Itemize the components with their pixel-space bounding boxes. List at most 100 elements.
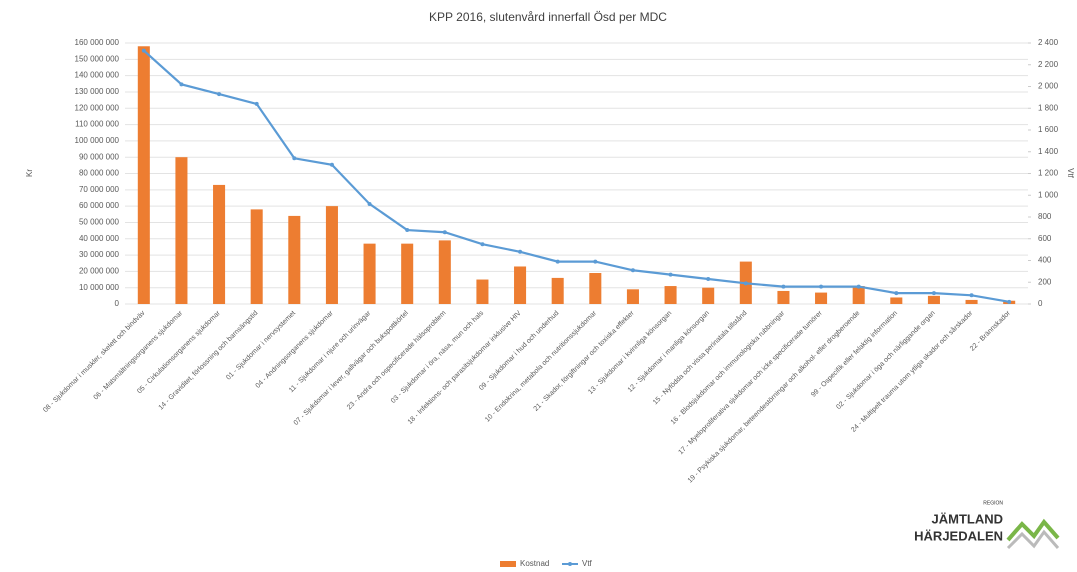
y-tick-label: 10 000 000	[79, 283, 120, 292]
legend-swatch	[568, 562, 572, 566]
y-axis-label: Kr	[25, 169, 34, 177]
logo-region: REGION	[983, 500, 1003, 506]
line-point	[480, 242, 485, 247]
y2-tick-label: 1 800	[1038, 103, 1059, 112]
bar	[589, 273, 602, 304]
line	[143, 49, 1010, 303]
bar	[927, 295, 940, 304]
x-tick-label: 19 - Psykiska sjukdomar, beteendestörnin…	[687, 310, 862, 485]
bar	[702, 287, 715, 304]
legend-label: Vtf	[582, 559, 593, 568]
y2-tick-label: 400	[1038, 256, 1052, 265]
line-point	[931, 291, 936, 296]
logo-mark	[1006, 518, 1060, 542]
x-tick-label: 99 - Ospecifik eller felaktig informatio…	[810, 310, 899, 399]
y2-tick-label: 2 200	[1038, 60, 1059, 69]
y2-tick-label: 200	[1038, 277, 1052, 286]
line-point	[141, 48, 146, 53]
bar	[852, 286, 865, 304]
line-point	[894, 291, 899, 296]
line-point	[292, 156, 297, 161]
line-point	[856, 284, 861, 289]
line-point	[1007, 299, 1012, 304]
y2-tick-label: 1 000	[1038, 190, 1059, 199]
line-point	[217, 92, 222, 97]
chart-title: KPP 2016, slutenvård innerfall Ösd per M…	[429, 10, 667, 24]
line-point	[743, 281, 748, 286]
line-point	[781, 284, 786, 289]
bar	[777, 290, 790, 304]
y-tick-label: 160 000 000	[75, 38, 120, 47]
y-tick-label: 150 000 000	[75, 54, 120, 63]
bar	[626, 289, 639, 304]
y-tick-label: 50 000 000	[79, 218, 120, 227]
y2-tick-label: 2 000	[1038, 82, 1059, 91]
x-tick-label: 09 - Sjukdomar i hud och underhud	[478, 310, 560, 392]
y2-tick-label: 800	[1038, 212, 1052, 221]
bar	[815, 292, 828, 304]
y-tick-label: 20 000 000	[79, 266, 120, 275]
line-point	[706, 276, 711, 281]
bar	[175, 157, 188, 304]
y-tick-label: 30 000 000	[79, 250, 120, 259]
legend-swatch	[500, 561, 516, 567]
bar	[213, 184, 226, 304]
x-tick-label: 12 - Sjukdomar i manliga könsorgan	[627, 310, 711, 394]
x-tick-label: 04 - Andningsorganens sjukdomar	[255, 309, 336, 390]
line-point	[329, 162, 334, 167]
y2-tick-label: 0	[1038, 299, 1043, 308]
y-tick-label: 0	[115, 299, 120, 308]
line-point	[518, 249, 523, 254]
logo-line1: JÄMTLAND	[932, 511, 1004, 526]
x-tick-label: 11 - Sjukdomar i njure och urinvägar	[288, 309, 373, 394]
y2-tick-label: 2 400	[1038, 38, 1059, 47]
bar	[137, 46, 150, 304]
y-tick-label: 60 000 000	[79, 201, 120, 210]
line-point	[405, 228, 410, 233]
legend-label: Kostnad	[520, 559, 549, 568]
bar	[664, 286, 677, 304]
bar	[401, 243, 414, 304]
x-tick-label: 17 - Myeloproliferativa sjukdomar och ic…	[677, 309, 824, 456]
y2-tick-label: 1 600	[1038, 125, 1059, 134]
bar	[551, 277, 564, 304]
y-tick-label: 90 000 000	[79, 152, 120, 161]
bar	[438, 240, 451, 304]
x-tick-label: 01 - Sjukdomar i nervsystemet	[225, 310, 297, 382]
bar	[288, 215, 301, 304]
y2-tick-label: 600	[1038, 234, 1052, 243]
line-point	[819, 284, 824, 289]
y-tick-label: 70 000 000	[79, 185, 120, 194]
line-point	[254, 101, 259, 106]
bar	[890, 297, 903, 304]
x-tick-label: 24 - Multipelt trauma utom ytliga skador…	[849, 309, 974, 434]
line-point	[555, 259, 560, 264]
bar	[325, 206, 338, 304]
bar	[476, 279, 489, 304]
y-tick-label: 100 000 000	[75, 136, 120, 145]
line-point	[367, 201, 372, 206]
line-point	[668, 272, 673, 277]
line-point	[179, 82, 184, 87]
y-tick-label: 120 000 000	[75, 103, 120, 112]
y-tick-label: 130 000 000	[75, 87, 120, 96]
bar	[965, 299, 978, 304]
y2-tick-label: 1 200	[1038, 169, 1059, 178]
y-tick-label: 140 000 000	[75, 71, 120, 80]
y2-axis-label: Vtf	[1066, 168, 1075, 179]
y-tick-label: 40 000 000	[79, 234, 120, 243]
bar	[514, 266, 527, 304]
x-tick-label: 22 - Brännskador	[969, 309, 1012, 352]
bar	[250, 209, 263, 304]
line-point	[630, 268, 635, 273]
line-point	[593, 259, 598, 264]
bar	[363, 243, 376, 304]
line-point	[969, 293, 974, 298]
logo: REGION JÄMTLAND HÄRJEDALEN	[914, 500, 1060, 550]
logo-mark	[1006, 529, 1060, 550]
y-tick-label: 110 000 000	[75, 120, 119, 129]
logo-line2: HÄRJEDALEN	[914, 528, 1003, 543]
y2-tick-label: 1 400	[1038, 147, 1059, 156]
y-tick-label: 80 000 000	[79, 169, 120, 178]
